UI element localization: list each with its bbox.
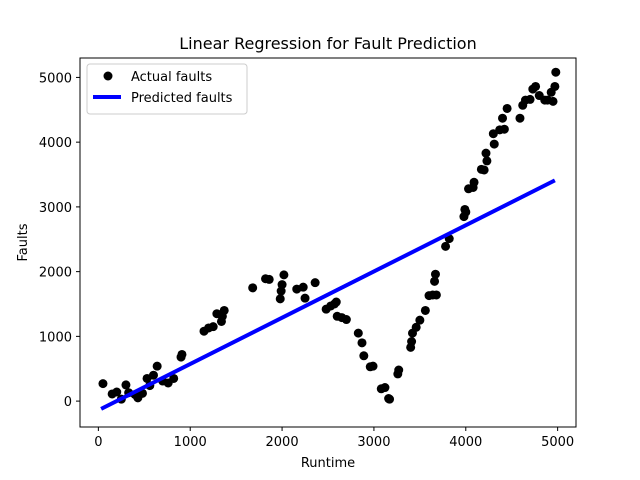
data-point [264,274,274,284]
data-point [208,322,218,332]
data-point [481,148,491,158]
x-tick-label: 3000 [357,435,390,450]
data-point [385,394,395,404]
y-axis-label: Faults [16,223,31,261]
data-point [461,207,471,217]
data-point [112,387,122,397]
data-point [548,96,558,106]
data-point [430,276,440,286]
x-axis-label: Runtime [301,456,355,471]
data-point [169,373,179,383]
legend-frame [86,63,248,115]
data-point [353,328,363,338]
chart-title: Linear Regression for Fault Prediction [179,34,476,53]
data-point [469,177,479,187]
data-point [148,370,158,380]
data-point [498,113,508,123]
legend: Actual faults Predicted faults [86,63,248,115]
data-point [411,322,421,332]
data-point [310,278,320,288]
data-point [331,297,341,307]
data-point [248,283,258,293]
x-tick-label: 2000 [266,435,299,450]
data-point [219,305,229,315]
data-point [177,349,187,359]
data-point [551,67,561,77]
y-tick-label: 5000 [39,71,72,86]
data-point [298,282,308,292]
data-point [499,124,509,134]
y-tick-label: 2000 [39,266,72,281]
x-tick-label: 0 [94,435,102,450]
data-point [430,269,440,279]
data-point [341,315,351,325]
data-point [98,379,108,389]
data-point [152,361,162,371]
data-point [275,294,285,304]
data-point [300,293,310,303]
y-tick-label: 0 [64,395,72,410]
x-tick-label: 5000 [541,435,574,450]
data-point [279,270,289,280]
data-point [277,280,287,290]
x-tick-label: 1000 [174,435,207,450]
data-point [407,337,417,347]
legend-marker-actual [103,71,113,81]
x-tick-label: 4000 [449,435,482,450]
data-point [394,365,404,375]
data-point [525,94,535,104]
data-point [479,165,489,175]
y-tick-label: 3000 [39,201,72,216]
regression-line [100,178,556,411]
data-point [441,241,451,251]
data-point [368,361,378,371]
y-tick-label: 1000 [39,330,72,345]
data-point [415,315,425,325]
data-point [502,103,512,113]
data-point [359,351,369,361]
y-tick-label: 4000 [39,136,72,151]
legend-label-predicted: Predicted faults [131,91,233,106]
data-point [431,290,441,300]
data-point [531,81,541,91]
data-point [121,380,131,390]
data-point [489,139,499,149]
data-point [515,113,525,123]
plot-frame [79,57,577,428]
axes: 0 1000 2000 3000 4000 5000 0 1000 2000 3000 4000 50… [39,71,574,450]
plot-marks [98,67,561,411]
legend-label-actual: Actual faults [131,70,212,85]
data-point [380,383,390,393]
data-point [550,81,560,91]
data-point [357,338,367,348]
data-point [420,305,430,315]
data-point [482,156,492,166]
